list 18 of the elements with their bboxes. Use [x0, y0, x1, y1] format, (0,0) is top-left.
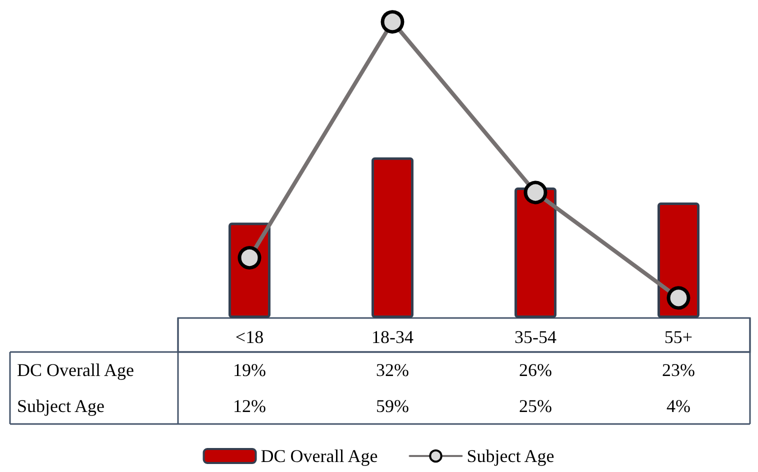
x-tick-label: 35-54: [514, 327, 556, 347]
data-label: 26%: [519, 360, 552, 380]
data-label: 4%: [666, 396, 690, 416]
data-label: 59%: [376, 396, 409, 416]
x-tick-label: 18-34: [372, 327, 414, 347]
data-label: 23%: [662, 360, 695, 380]
legend-label: Subject Age: [466, 446, 554, 466]
bar: [514, 187, 556, 318]
data-label: 25%: [519, 396, 552, 416]
data-label: 32%: [376, 360, 409, 380]
data-label: 12%: [233, 396, 266, 416]
text: DC Overall Age: [17, 360, 134, 380]
data-label: 19%: [233, 360, 266, 380]
x-tick-label: 55+: [664, 327, 693, 347]
legend-label: DC Overall Age: [260, 446, 378, 466]
text: Subject Age: [17, 396, 104, 416]
x-tick-label: <18: [235, 327, 264, 347]
bar: [372, 157, 414, 318]
